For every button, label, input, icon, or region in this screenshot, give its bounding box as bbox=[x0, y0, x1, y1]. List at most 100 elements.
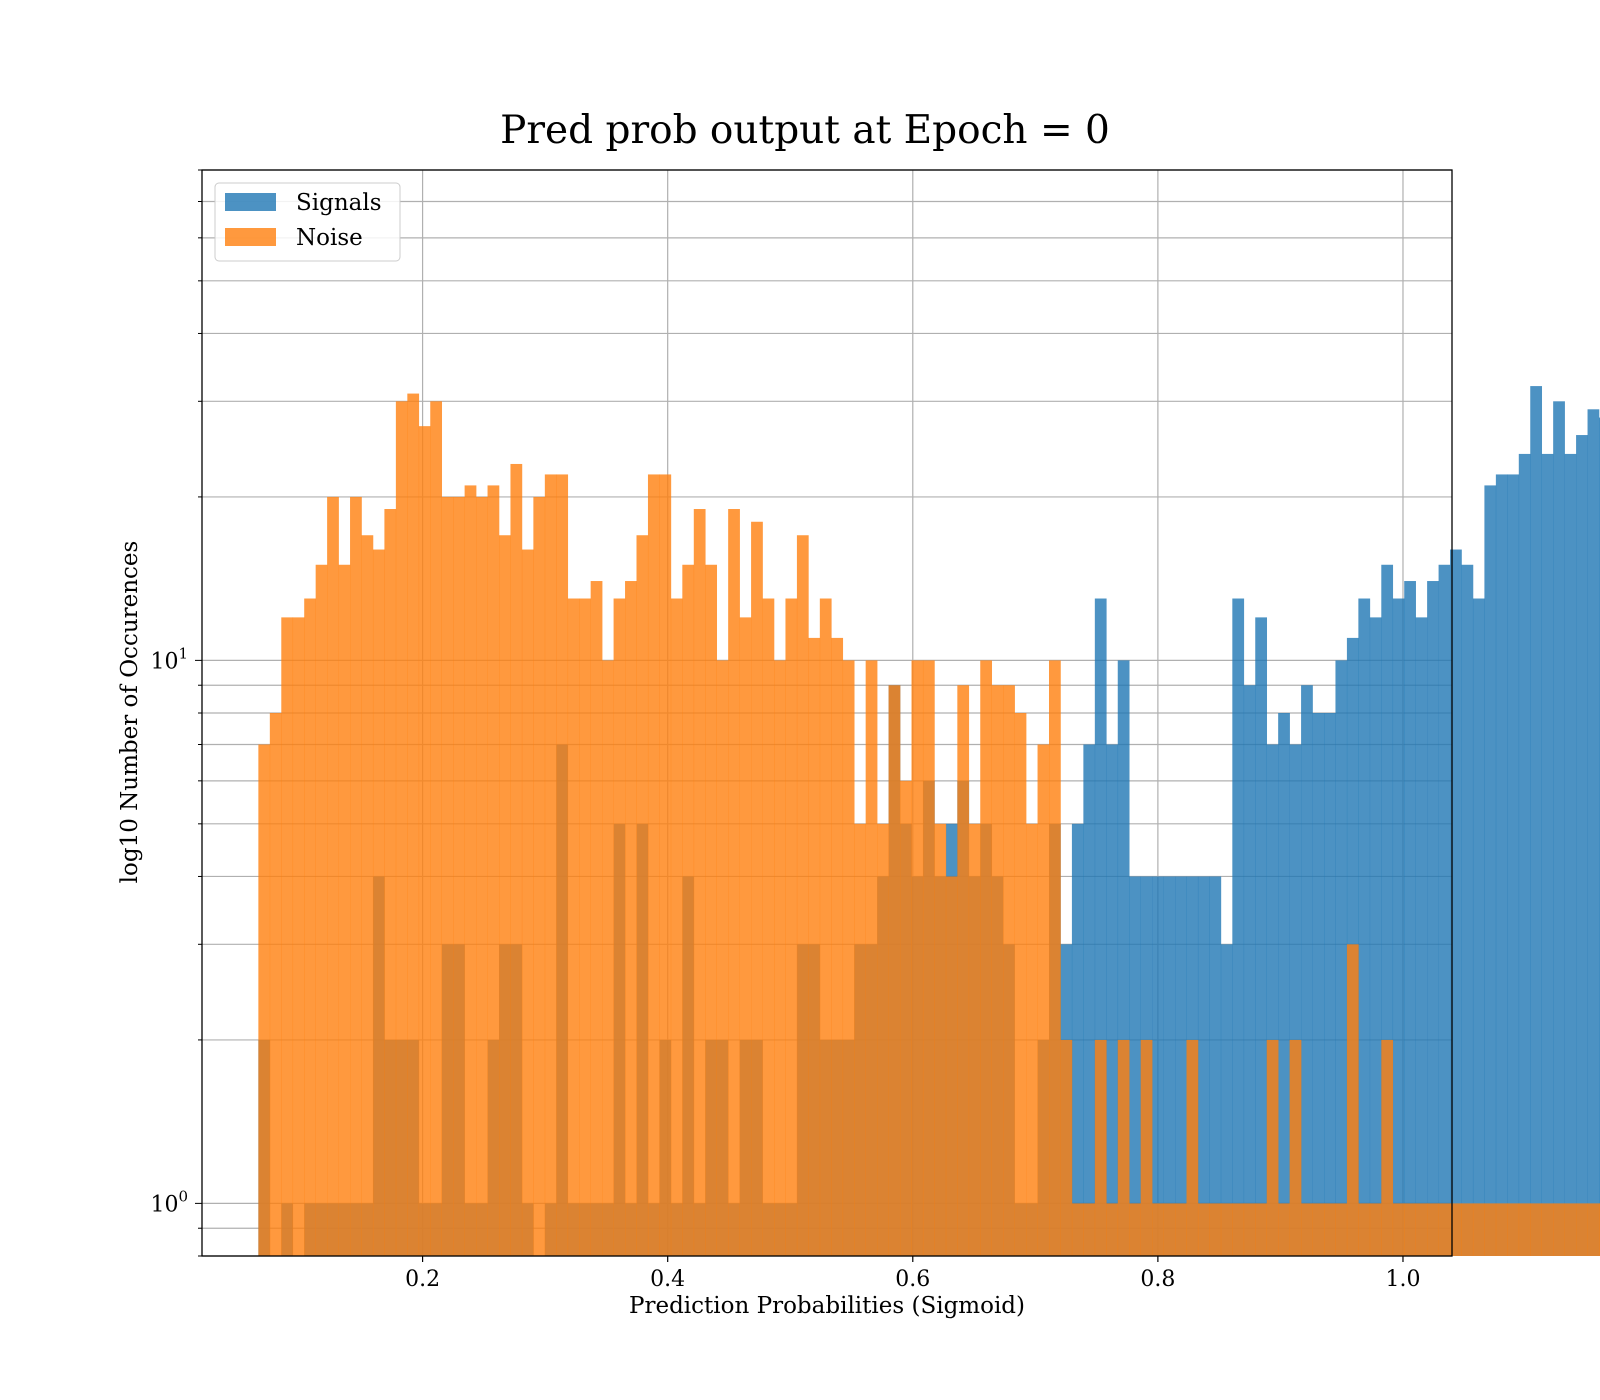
noise-bar bbox=[831, 637, 844, 1256]
noise-bar bbox=[922, 660, 935, 1256]
noise-bar bbox=[1255, 1203, 1268, 1256]
noise-bar bbox=[1060, 1039, 1073, 1256]
signals-bar bbox=[1175, 876, 1187, 1256]
signals-bar bbox=[1129, 876, 1141, 1256]
noise-bar bbox=[1152, 1203, 1164, 1256]
y-axis-ticks: 100 101 bbox=[150, 169, 202, 1257]
noise-series bbox=[258, 393, 1600, 1257]
signals-bar bbox=[1404, 581, 1416, 1256]
noise-bar bbox=[1507, 1203, 1520, 1256]
x-tick-label: 1.0 bbox=[1385, 1267, 1420, 1292]
signals-bar bbox=[1415, 617, 1428, 1256]
signals-bar bbox=[1312, 713, 1325, 1256]
noise-bar bbox=[1450, 1203, 1462, 1256]
noise-bar bbox=[258, 744, 271, 1256]
x-tick-label: 0.6 bbox=[895, 1267, 930, 1292]
legend: Signals Noise bbox=[214, 182, 401, 262]
legend-label-signals: Signals bbox=[296, 190, 382, 216]
noise-bar bbox=[1175, 1203, 1187, 1256]
noise-bar bbox=[304, 598, 316, 1256]
noise-bar bbox=[636, 535, 649, 1256]
noise-bar bbox=[945, 876, 958, 1256]
noise-bar bbox=[1415, 1203, 1428, 1256]
noise-bar bbox=[510, 463, 523, 1257]
noise-bar bbox=[1037, 744, 1050, 1256]
noise-bar bbox=[1427, 1203, 1439, 1256]
y-tick-label: 100 bbox=[150, 1187, 188, 1217]
signals-bar bbox=[1232, 598, 1245, 1256]
noise-bar bbox=[613, 598, 626, 1256]
signals-bar bbox=[1324, 713, 1336, 1256]
noise-bar bbox=[372, 549, 385, 1256]
signals-bar bbox=[1381, 564, 1394, 1256]
noise-bar bbox=[1117, 1039, 1130, 1256]
noise-bar bbox=[1530, 1203, 1543, 1256]
noise-bar bbox=[1003, 685, 1015, 1256]
noise-bar bbox=[1094, 1039, 1107, 1256]
noise-bar bbox=[1209, 1203, 1222, 1256]
noise-bar bbox=[785, 598, 798, 1256]
noise-bar bbox=[670, 598, 683, 1256]
noise-bar bbox=[464, 485, 477, 1256]
noise-bar bbox=[1541, 1203, 1554, 1256]
signals-bar bbox=[1518, 453, 1531, 1256]
noise-bar bbox=[774, 660, 786, 1256]
signals-bar bbox=[1438, 564, 1451, 1256]
noise-bar bbox=[1106, 1203, 1119, 1256]
noise-bar bbox=[934, 823, 947, 1256]
noise-bar bbox=[1576, 1203, 1588, 1256]
noise-bar bbox=[1232, 1203, 1245, 1256]
signals-bar bbox=[1197, 876, 1210, 1256]
noise-bar bbox=[854, 823, 866, 1256]
noise-bar bbox=[1026, 823, 1038, 1256]
noise-bar bbox=[842, 660, 855, 1256]
noise-bar bbox=[716, 660, 729, 1256]
noise-bar bbox=[1014, 713, 1027, 1256]
legend-label-noise: Noise bbox=[296, 225, 363, 251]
signals-bar bbox=[1369, 617, 1382, 1256]
noise-bar bbox=[361, 535, 374, 1256]
signals-bar bbox=[1358, 598, 1371, 1256]
signals-bar bbox=[1495, 474, 1508, 1256]
signals-bar bbox=[1243, 685, 1256, 1256]
noise-bar bbox=[1312, 1203, 1325, 1256]
noise-bar bbox=[1163, 1203, 1176, 1256]
noise-bar bbox=[1392, 1203, 1405, 1256]
noise-bar bbox=[762, 598, 775, 1256]
signals-bar bbox=[1564, 453, 1577, 1256]
signals-bar bbox=[1530, 386, 1543, 1257]
noise-bar bbox=[1129, 1203, 1141, 1256]
noise-bar bbox=[1587, 1203, 1600, 1256]
noise-bar bbox=[1461, 1203, 1474, 1256]
y-axis-label: log10 Number of Occurences bbox=[117, 541, 143, 884]
noise-bar bbox=[476, 496, 488, 1256]
signals-bar bbox=[1117, 660, 1130, 1256]
noise-bar bbox=[1266, 1039, 1279, 1256]
noise-bar bbox=[281, 617, 294, 1256]
noise-bar bbox=[1369, 1203, 1382, 1256]
y-tick-label: 101 bbox=[150, 644, 188, 674]
noise-bar bbox=[453, 496, 465, 1256]
x-tick-label: 0.4 bbox=[650, 1267, 685, 1292]
noise-bar bbox=[521, 549, 534, 1256]
signals-bar bbox=[1106, 744, 1119, 1256]
noise-bar bbox=[327, 496, 339, 1256]
signals-bar bbox=[1278, 713, 1290, 1256]
signals-bar bbox=[1507, 474, 1520, 1256]
x-tick-label: 0.8 bbox=[1140, 1267, 1175, 1292]
noise-bar bbox=[556, 474, 569, 1256]
noise-bar bbox=[808, 637, 821, 1256]
chart-title: Pred prob output at Epoch = 0 bbox=[500, 108, 1110, 153]
x-tick-label: 0.2 bbox=[405, 1267, 440, 1292]
noise-bar bbox=[877, 823, 889, 1256]
noise-bar bbox=[567, 598, 580, 1256]
noise-bar bbox=[407, 393, 420, 1256]
signals-bar bbox=[1266, 744, 1279, 1256]
signals-bar bbox=[1071, 823, 1084, 1256]
plot-area bbox=[201, 169, 1600, 1257]
signals-bar bbox=[1163, 876, 1176, 1256]
signals-bar bbox=[1152, 876, 1164, 1256]
noise-bar bbox=[739, 617, 752, 1256]
noise-bar bbox=[418, 426, 431, 1256]
